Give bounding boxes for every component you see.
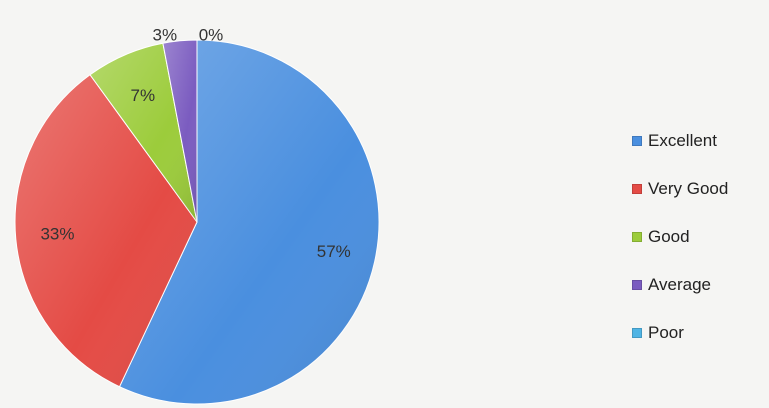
legend-label-poor: Poor [648, 323, 684, 342]
pie-slice-shading-good [90, 43, 197, 222]
legend-label-very-good: Very Good [648, 179, 729, 198]
pie-data-labels: 57% 33% 7% 3% 0% [40, 25, 350, 261]
legend-item-poor: Poor [632, 309, 767, 357]
legend-swatch-average [632, 280, 642, 290]
legend-item-very-good: Very Good [632, 165, 767, 213]
legend-label-excellent: Excellent [648, 131, 717, 150]
legend-item-good: Good [632, 213, 767, 261]
data-label-excellent: 57% [317, 242, 351, 261]
pie-slices [14, 39, 380, 405]
legend-swatch-very-good [632, 184, 642, 194]
legend-label-good: Good [648, 227, 690, 246]
legend: Excellent Very Good Good Average Poor [632, 117, 767, 357]
legend-swatch-excellent [632, 136, 642, 146]
legend-label-average: Average [648, 275, 712, 294]
data-label-average: 3% [153, 25, 178, 44]
data-label-poor: 0% [199, 25, 224, 44]
pie-slice-shading-very-good [14, 74, 197, 387]
pie-slice-shading-average [162, 40, 197, 222]
data-label-good: 7% [131, 86, 156, 105]
data-label-very-good: 33% [40, 225, 74, 244]
legend-swatch-good [632, 232, 642, 242]
pie-slice-shading-excellent [119, 40, 379, 404]
legend-item-average: Average [632, 261, 767, 309]
legend-item-excellent: Excellent [632, 117, 767, 165]
legend-swatch-poor [632, 328, 642, 338]
